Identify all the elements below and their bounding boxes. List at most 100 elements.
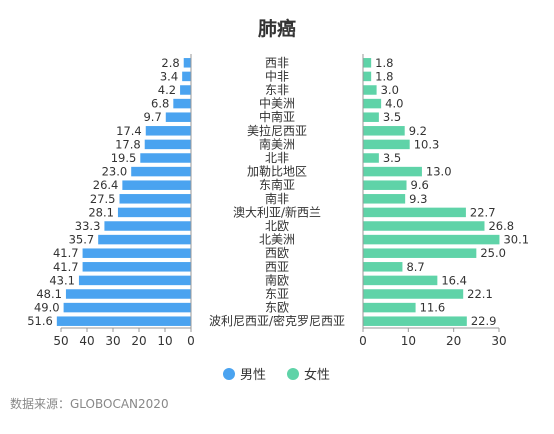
male-bar (165, 112, 191, 122)
male-value-label: 41.7 (53, 260, 79, 274)
male-value-label: 35.7 (69, 233, 95, 247)
left-tick-label: 0 (187, 334, 195, 348)
female-bar (363, 194, 406, 204)
female-value-label: 3.5 (383, 151, 401, 165)
male-value-label: 41.7 (53, 246, 79, 260)
left-tick-label: 50 (53, 334, 68, 348)
female-value-label: 9.6 (411, 178, 429, 192)
male-bar (82, 262, 191, 272)
male-value-label: 4.2 (158, 83, 176, 97)
female-bar (363, 248, 477, 258)
male-value-label: 27.5 (90, 192, 116, 206)
female-value-label: 3.0 (381, 83, 399, 97)
female-value-label: 9.2 (409, 124, 427, 138)
right-tick-label: 30 (491, 334, 506, 348)
male-bar (183, 58, 191, 68)
female-value-label: 10.3 (414, 137, 440, 151)
male-value-label: 23.0 (102, 165, 128, 179)
right-tick-label: 10 (401, 334, 416, 348)
female-bar (363, 126, 405, 136)
category-label: 美拉尼西亚 (247, 123, 307, 138)
category-label: 西非 (265, 56, 289, 70)
female-bar (363, 302, 416, 313)
male-value-label: 49.0 (34, 301, 60, 315)
right-tick-label: 20 (446, 334, 461, 348)
left-tick-label: 20 (131, 334, 146, 348)
category-label: 中美洲 (259, 96, 295, 111)
female-value-label: 9.3 (409, 192, 427, 206)
female-bar (363, 221, 485, 231)
female-value-label: 16.4 (441, 273, 467, 287)
male-value-label: 17.4 (116, 124, 142, 138)
female-value-label: 22.7 (470, 205, 496, 219)
category-label: 南欧 (265, 272, 289, 287)
male-value-label: 51.6 (27, 314, 53, 328)
female-bar (363, 98, 382, 109)
category-label: 西亚 (265, 260, 289, 274)
male-bar (140, 153, 191, 163)
left-tick-label: 10 (157, 334, 172, 348)
category-label: 东亚 (265, 287, 289, 301)
female-value-label: 26.8 (488, 219, 514, 233)
male-bar (180, 85, 191, 95)
category-label: 东欧 (265, 301, 289, 315)
category-label: 北欧 (265, 219, 289, 233)
category-label: 中非 (265, 68, 289, 83)
legend-female-label: 女性 (304, 367, 330, 383)
category-label: 北美洲 (259, 233, 295, 247)
female-bar (363, 85, 377, 95)
category-label: 南非 (265, 191, 289, 206)
female-value-label: 30.1 (503, 233, 529, 247)
male-value-label: 19.5 (111, 151, 137, 165)
left-tick-label: 40 (79, 334, 94, 348)
male-bar (145, 126, 191, 136)
category-label: 南美洲 (259, 136, 295, 151)
female-bar (363, 207, 466, 218)
male-bar (144, 139, 191, 150)
female-value-label: 11.6 (420, 301, 446, 315)
male-value-label: 48.1 (36, 287, 62, 301)
male-bar (65, 289, 191, 299)
male-bar (56, 316, 192, 326)
male-value-label: 28.1 (88, 205, 114, 219)
female-value-label: 4.0 (385, 97, 403, 111)
category-label: 东非 (265, 83, 289, 97)
female-value-label: 22.9 (471, 314, 497, 328)
male-bar (182, 71, 191, 82)
male-bar (173, 98, 191, 109)
female-bar (363, 275, 438, 286)
category-label: 波利尼西亚/密克罗尼西亚 (209, 313, 345, 328)
male-bar (117, 207, 191, 218)
category-label: 澳大利亚/新西兰 (233, 204, 321, 219)
female-value-label: 8.7 (406, 260, 424, 274)
category-label: 北非 (265, 151, 289, 165)
category-label: 中南亚 (259, 109, 295, 124)
male-value-label: 43.1 (49, 273, 75, 287)
female-bar (363, 71, 372, 82)
category-label: 西欧 (265, 246, 289, 260)
male-value-label: 26.4 (93, 178, 119, 192)
male-value-label: 2.8 (161, 56, 179, 70)
male-value-label: 33.3 (75, 219, 101, 233)
male-bar (63, 302, 191, 313)
male-value-label: 3.4 (160, 69, 178, 83)
legend-male-swatch (223, 368, 235, 380)
male-bar (104, 221, 191, 231)
legend-female-swatch (287, 368, 299, 380)
female-bar (363, 153, 379, 163)
male-value-label: 17.8 (115, 137, 141, 151)
female-bar (363, 166, 422, 177)
male-value-label: 6.8 (151, 97, 169, 111)
source-note: 数据来源：GLOBOCAN2020 (10, 397, 169, 411)
left-tick-label: 30 (105, 334, 120, 348)
female-bar (363, 139, 410, 150)
male-bar (98, 234, 191, 245)
male-bar (131, 166, 191, 177)
female-bar (363, 112, 379, 122)
female-bar (363, 289, 464, 299)
male-value-label: 9.7 (143, 110, 161, 124)
male-bar (82, 248, 191, 258)
female-value-label: 22.1 (467, 287, 493, 301)
female-bar (363, 262, 403, 272)
